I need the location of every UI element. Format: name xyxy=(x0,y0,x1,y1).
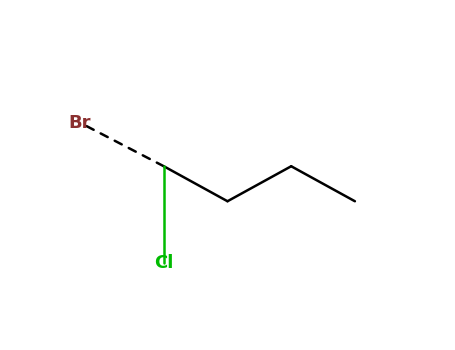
Text: Cl: Cl xyxy=(154,253,173,272)
Text: Br: Br xyxy=(68,113,91,132)
